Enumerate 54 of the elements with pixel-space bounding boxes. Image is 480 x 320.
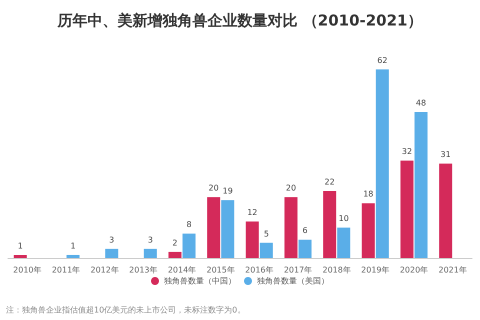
bar	[414, 112, 428, 258]
x-tick-label: 2020年	[400, 266, 428, 274]
legend-label: 独角兽数量（美国）	[257, 276, 329, 286]
bar	[284, 197, 298, 258]
x-tick-label: 2012年	[90, 266, 119, 274]
data-label: 20	[286, 184, 296, 193]
bar	[207, 197, 220, 258]
bar	[246, 221, 259, 258]
bar	[182, 234, 196, 258]
chart-title: 历年中、美新增独角兽企业数量对比 （2010-2021）	[56, 12, 422, 30]
bar	[260, 242, 273, 258]
x-tick-label: 2018年	[322, 266, 351, 274]
x-tick-label: 2013年	[129, 266, 158, 274]
bar	[105, 248, 118, 258]
x-tick-label: 2011年	[52, 266, 80, 274]
x-tick-label: 2010年	[13, 266, 42, 274]
data-label: 19	[222, 186, 233, 196]
bar	[362, 203, 375, 258]
bar	[337, 228, 350, 258]
data-label: 48	[416, 98, 426, 108]
data-label: 22	[324, 178, 335, 187]
legend-label: 独角兽数量（中国）	[164, 276, 236, 286]
x-tick-label: 2016年	[245, 266, 274, 274]
bar	[298, 240, 312, 258]
x-tick-label: 2017年	[284, 266, 312, 274]
data-label: 1	[18, 241, 23, 250]
data-label: 6	[302, 226, 308, 236]
bar	[376, 69, 389, 258]
data-label: 8	[186, 220, 192, 230]
data-label: 10	[338, 214, 349, 224]
bar	[323, 191, 336, 258]
data-label: 2	[172, 238, 178, 248]
x-tick-label: 2019年	[361, 266, 390, 274]
bar	[168, 252, 182, 258]
data-label: 12	[247, 208, 258, 217]
text: 注：独角兽企业指估值超10亿美元的未上市公司，未标注数字为0。	[6, 306, 246, 314]
x-tick-label: 2014年	[168, 266, 196, 274]
x-tick-label: 2021年	[438, 266, 467, 274]
bar	[14, 254, 27, 258]
data-label: 5	[264, 229, 269, 238]
bar	[221, 200, 234, 258]
bar	[144, 248, 157, 258]
data-label: 32	[402, 147, 412, 156]
bar	[66, 254, 80, 258]
data-label: 3	[148, 235, 153, 244]
data-label: 31	[440, 150, 451, 160]
bar	[400, 160, 414, 258]
bar	[439, 164, 452, 258]
data-label: 1	[70, 241, 76, 250]
x-tick-label: 2015年	[206, 266, 235, 274]
data-label: 20	[208, 184, 219, 193]
data-label: 62	[377, 56, 388, 65]
data-label: 3	[109, 235, 114, 244]
data-label: 18	[363, 190, 374, 199]
